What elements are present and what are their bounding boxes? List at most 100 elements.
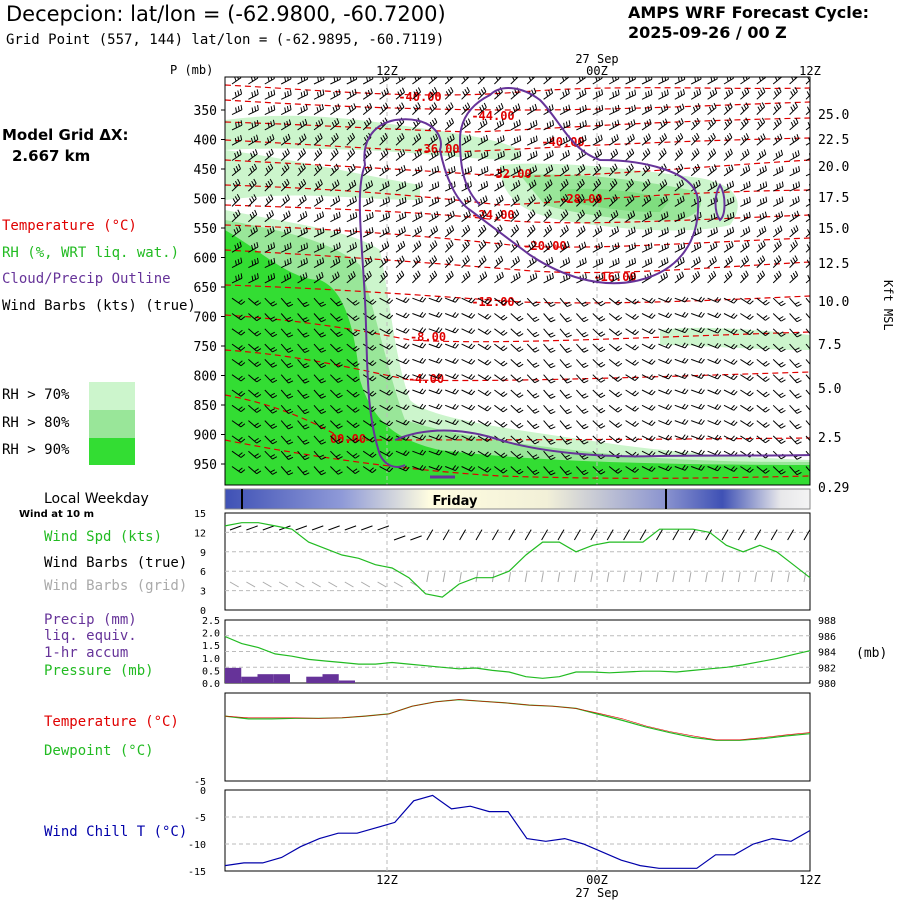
barb-feather [613,211,616,218]
barb-feather [317,181,321,187]
barb-feather [318,273,322,279]
barb-feather [282,137,286,143]
barb-feather [401,133,405,138]
barb-feather [583,441,589,445]
barb-feather [796,364,802,369]
barb-feather [726,244,729,250]
barb-feather [480,183,483,189]
barb-feather [548,378,554,382]
barb-feather [792,89,796,94]
barb-feather [270,438,276,443]
barb-feather [794,255,798,261]
barb-feather [364,106,368,112]
barb-feather [305,226,308,233]
barb-feather [811,212,813,217]
barb-staff [625,389,636,397]
barb-feather [562,260,565,266]
barb-staff [658,420,669,426]
barb-feather [335,316,341,320]
true-barb [721,529,729,541]
barb-feather [634,89,637,95]
barb-feather [692,106,696,112]
barb-feather [632,344,637,349]
barb-feather [743,199,746,205]
barb-feather [765,301,770,306]
barb-feather [566,319,572,323]
barb-feather [386,451,391,456]
barb-feather [811,425,816,427]
barb-feather [434,240,438,246]
barb-feather [438,312,443,318]
barb-feather [452,388,457,394]
barb-feather [648,466,653,471]
barb-feather [565,258,568,264]
barb-staff [707,466,718,472]
barb-feather [446,121,450,127]
barb-feather [682,195,685,201]
barb-feather [453,181,456,187]
barb-feather [548,439,554,443]
barb-feather [502,408,508,413]
barb-staff [412,435,423,441]
barb-feather [451,167,453,173]
temperature-contour [225,99,810,111]
barb-feather [612,245,615,251]
barb-feather [322,227,325,233]
barb-feather [648,343,653,349]
windchill-tick-label: -15 [188,867,206,878]
barb-feather [730,358,735,364]
barb-feather [790,229,794,235]
barb-staff [674,328,686,334]
barb-staff [805,173,810,177]
barb-feather [466,102,471,108]
barb-feather [548,166,551,172]
barb-feather [530,196,534,202]
barb-staff [592,466,602,475]
barb-feather [380,259,384,265]
barb-feather [814,135,815,140]
barb-feather [765,439,770,444]
barb-feather [512,91,516,97]
barb-feather [354,439,360,444]
barb-feather [251,165,255,171]
barb-feather [250,137,254,143]
grid-barb [754,572,758,583]
barb-feather [648,420,653,425]
barb-feather [668,405,673,410]
barb-staff [526,328,536,338]
barb-feather [717,313,722,319]
barb-feather [481,104,485,110]
grid-barb [262,581,272,588]
barb-feather [665,195,668,201]
barb-staff [494,343,504,352]
barb-feather [581,90,584,96]
barb-feather [682,256,685,263]
barb-feather [482,197,486,203]
barb-feather [664,77,667,81]
height-axis: 25.022.520.017.515.012.510.07.55.02.50.2… [818,108,849,496]
barb-feather [548,332,554,336]
barb-feather [422,389,427,395]
barb-feather [386,87,389,93]
barb-feather [497,137,500,144]
barb-staff [445,420,456,426]
barb-feather [270,377,276,381]
barb-feather [697,77,699,81]
barb-staff [494,297,504,306]
barb-feather [773,91,778,97]
barb-feather [452,434,457,440]
barb-feather [533,136,535,142]
barb-feather [781,181,784,187]
barb-feather [266,213,270,219]
barb-staff [280,328,289,338]
barb-feather [413,137,417,143]
barb-feather [796,441,802,445]
barb-feather [796,395,802,399]
barb-feather [694,165,698,171]
barb-feather [366,272,370,278]
barb-feather [479,106,483,112]
barb-feather [744,242,748,248]
barb-feather [382,104,387,110]
barb-feather [532,347,538,351]
barb-feather [795,197,798,203]
